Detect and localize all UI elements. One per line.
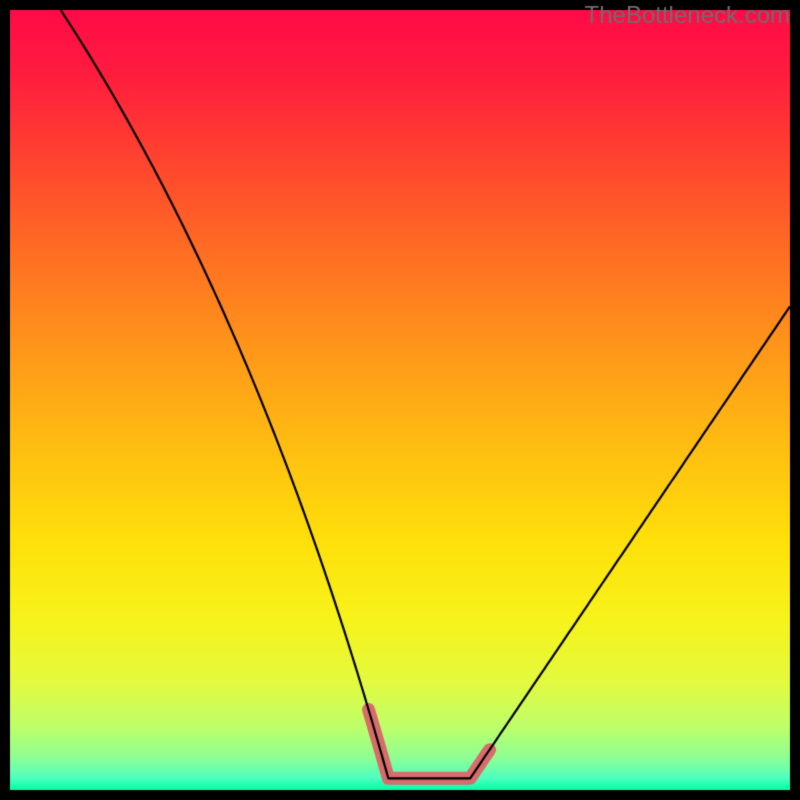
bottleneck-chart — [0, 0, 800, 800]
